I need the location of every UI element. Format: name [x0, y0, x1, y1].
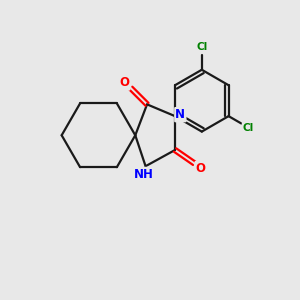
- Text: Cl: Cl: [243, 123, 254, 133]
- Text: O: O: [196, 162, 206, 175]
- Text: O: O: [119, 76, 129, 89]
- Text: NH: NH: [134, 168, 154, 181]
- Text: N: N: [175, 108, 185, 121]
- Text: Cl: Cl: [196, 42, 207, 52]
